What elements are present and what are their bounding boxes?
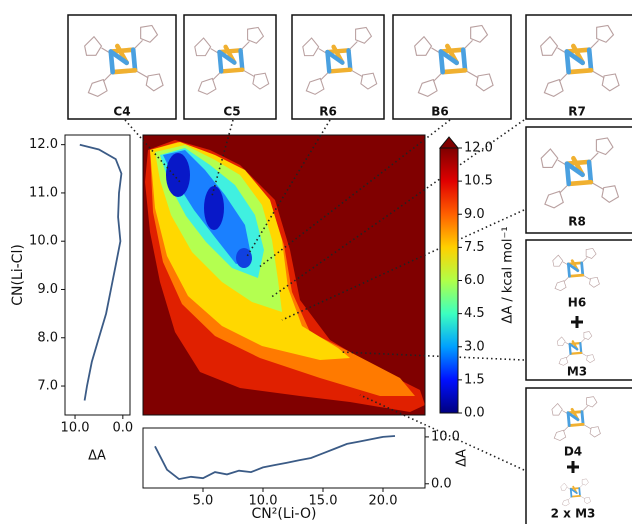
structure-label: R8 xyxy=(568,215,586,229)
structure-label: R7 xyxy=(568,105,586,119)
y-tick-label: 10.0 xyxy=(29,234,58,249)
y-axis-label: CN(Li-Cl) xyxy=(10,244,26,306)
colorbar-tick-label: 6.0 xyxy=(464,273,485,288)
bottom-panel-frame xyxy=(142,427,426,489)
colorbar-tick-label: 7.5 xyxy=(464,240,485,255)
structure-label: H6 xyxy=(568,296,586,310)
y-tick-label: 9.0 xyxy=(37,282,58,297)
structure-label: R6 xyxy=(319,105,337,119)
x-tick-label: 0.0 xyxy=(112,421,133,436)
colorbar-tick-label: 9.0 xyxy=(464,207,485,222)
colorbar-extend xyxy=(438,136,460,149)
plot-frame xyxy=(142,134,426,416)
y-tick-label: 7.0 xyxy=(37,379,58,394)
x-tick-label: 20.0 xyxy=(369,494,398,509)
y-tick-label: 12.0 xyxy=(29,137,58,152)
colorbar-tick-label: 1.5 xyxy=(464,372,485,387)
colorbar xyxy=(439,147,459,414)
y-tick-label: 11.0 xyxy=(29,185,58,200)
y-tick-label: 8.0 xyxy=(37,330,58,345)
colorbar-tick-label: 4.5 xyxy=(464,306,485,321)
colorbar-tick-label: 12.0 xyxy=(464,141,493,156)
x-tick-label: 15.0 xyxy=(309,494,338,509)
structure-label: M3 xyxy=(567,365,587,379)
structure-label: B6 xyxy=(431,105,449,119)
y-tick-label: 0.0 xyxy=(431,476,452,491)
profile-line xyxy=(79,143,123,401)
x-tick-label: 5.0 xyxy=(193,494,214,509)
x-axis-label: ΔA xyxy=(88,449,106,464)
colorbar-tick-label: 10.5 xyxy=(464,174,493,189)
structure-label: D4 xyxy=(564,445,582,459)
left-panel-frame xyxy=(64,134,131,416)
x-tick-label: 10.0 xyxy=(249,494,278,509)
colorbar-label: ΔA / kcal mol⁻¹ xyxy=(501,226,516,323)
colorbar-tick-label: 0.0 xyxy=(464,406,485,421)
structure-label: 2 x M3 xyxy=(551,507,596,521)
profile-line xyxy=(154,435,396,481)
structure-panels: C4 C5 R6 B6 R7 R8 H6 M3 D4 2 x M3 xyxy=(67,14,632,524)
leader-lines xyxy=(124,119,525,471)
contour-map xyxy=(143,135,425,415)
x-tick-label: 10.0 xyxy=(61,421,90,436)
structure-label: C4 xyxy=(113,105,130,119)
colorbar-tick-label: 3.0 xyxy=(464,339,485,354)
structure-label: C5 xyxy=(223,105,240,119)
x-axis-label: CN²(Li-O) xyxy=(252,506,317,522)
y-tick-label: 10.0 xyxy=(431,429,460,444)
y-axis-label: ΔA xyxy=(455,449,470,467)
